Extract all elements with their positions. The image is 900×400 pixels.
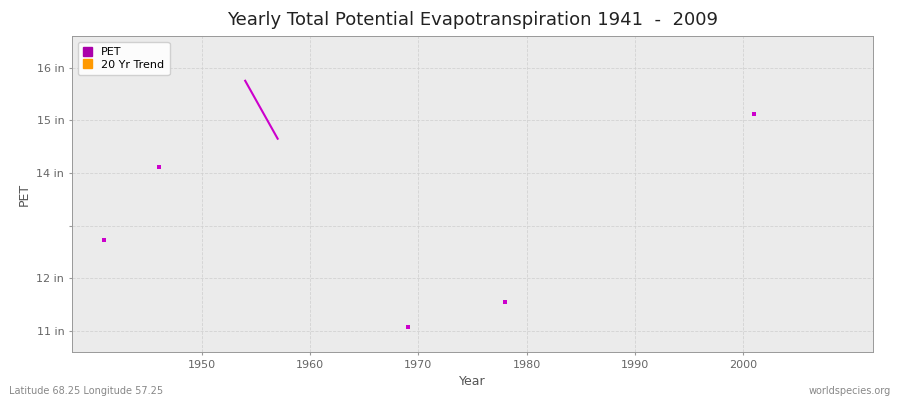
Point: [498, 299, 512, 305]
Point: [151, 164, 166, 170]
Title: Yearly Total Potential Evapotranspiration 1941  -  2009: Yearly Total Potential Evapotranspiratio…: [227, 11, 718, 29]
Point: [97, 237, 112, 244]
Text: worldspecies.org: worldspecies.org: [809, 386, 891, 396]
Point: [400, 324, 415, 330]
X-axis label: Year: Year: [459, 375, 486, 388]
Legend: PET, 20 Yr Trend: PET, 20 Yr Trend: [77, 42, 169, 75]
Text: Latitude 68.25 Longitude 57.25: Latitude 68.25 Longitude 57.25: [9, 386, 163, 396]
Point: [747, 111, 761, 117]
Y-axis label: PET: PET: [18, 182, 31, 206]
